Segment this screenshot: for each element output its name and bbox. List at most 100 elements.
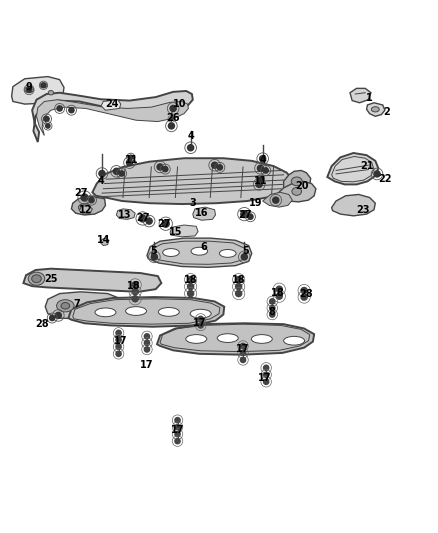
Polygon shape	[263, 192, 292, 207]
Circle shape	[162, 220, 169, 227]
Circle shape	[89, 198, 94, 203]
Circle shape	[187, 277, 194, 282]
Polygon shape	[71, 197, 106, 215]
Text: 18: 18	[232, 276, 245, 286]
Circle shape	[187, 290, 194, 297]
Circle shape	[258, 165, 264, 171]
Circle shape	[170, 106, 176, 111]
Circle shape	[44, 116, 49, 122]
Circle shape	[256, 181, 262, 188]
Circle shape	[119, 171, 124, 176]
Ellipse shape	[251, 335, 272, 343]
Circle shape	[157, 164, 163, 170]
Polygon shape	[147, 238, 252, 268]
Circle shape	[116, 337, 121, 343]
Circle shape	[187, 144, 194, 151]
Text: 27: 27	[238, 210, 252, 220]
Ellipse shape	[158, 308, 179, 316]
Circle shape	[187, 284, 194, 289]
Polygon shape	[193, 207, 215, 220]
Ellipse shape	[78, 204, 91, 212]
Circle shape	[57, 106, 62, 111]
Circle shape	[241, 254, 247, 260]
Circle shape	[240, 357, 246, 362]
Polygon shape	[36, 100, 188, 135]
Circle shape	[175, 417, 180, 423]
Text: 17: 17	[114, 336, 127, 346]
Text: 7: 7	[74, 298, 81, 309]
Text: 17: 17	[193, 318, 206, 328]
Text: 9: 9	[26, 82, 32, 92]
Ellipse shape	[57, 300, 74, 312]
Circle shape	[49, 316, 55, 321]
Text: 25: 25	[44, 274, 58, 284]
Circle shape	[162, 166, 168, 172]
Polygon shape	[117, 209, 135, 220]
Polygon shape	[92, 158, 292, 204]
Ellipse shape	[25, 87, 33, 93]
Circle shape	[146, 218, 152, 224]
Circle shape	[69, 108, 74, 113]
Circle shape	[132, 289, 138, 295]
Circle shape	[175, 425, 180, 430]
Circle shape	[260, 156, 266, 161]
Circle shape	[41, 83, 46, 87]
Circle shape	[264, 365, 269, 370]
Text: 11: 11	[254, 176, 267, 187]
Text: 17: 17	[140, 360, 154, 370]
Text: 2: 2	[384, 107, 390, 117]
Polygon shape	[284, 171, 311, 192]
Text: 15: 15	[169, 227, 182, 237]
Circle shape	[145, 347, 150, 352]
Polygon shape	[79, 205, 92, 214]
Circle shape	[116, 330, 121, 335]
Circle shape	[217, 165, 223, 170]
Text: 20: 20	[295, 181, 309, 191]
Text: 4: 4	[187, 131, 194, 141]
Ellipse shape	[48, 91, 53, 95]
Circle shape	[145, 340, 150, 345]
Polygon shape	[278, 181, 316, 202]
Polygon shape	[350, 88, 371, 103]
Ellipse shape	[291, 177, 302, 185]
Text: 27: 27	[158, 219, 171, 229]
Text: 1: 1	[366, 93, 373, 103]
Polygon shape	[100, 238, 109, 246]
Circle shape	[258, 177, 263, 181]
Circle shape	[116, 351, 121, 357]
Circle shape	[241, 211, 248, 217]
Polygon shape	[23, 269, 161, 292]
Polygon shape	[170, 225, 198, 237]
Ellipse shape	[126, 306, 147, 316]
Text: 16: 16	[195, 208, 208, 218]
Text: 6: 6	[200, 242, 207, 252]
Circle shape	[374, 171, 380, 177]
Circle shape	[264, 379, 269, 384]
Circle shape	[301, 294, 307, 300]
Polygon shape	[32, 91, 193, 142]
Text: 17: 17	[236, 344, 250, 354]
Text: 18: 18	[127, 281, 141, 291]
Text: 8: 8	[268, 308, 275, 317]
Circle shape	[132, 296, 138, 302]
Circle shape	[132, 282, 138, 288]
Circle shape	[198, 323, 203, 328]
Text: 26: 26	[166, 113, 180, 123]
Ellipse shape	[217, 334, 238, 343]
Text: 18: 18	[184, 276, 198, 286]
Circle shape	[139, 215, 146, 222]
Text: 13: 13	[118, 210, 132, 220]
Ellipse shape	[32, 275, 41, 282]
Circle shape	[81, 194, 88, 201]
Text: 28: 28	[35, 319, 49, 329]
Circle shape	[236, 290, 242, 297]
Text: 4: 4	[98, 176, 105, 187]
Text: 17: 17	[171, 425, 184, 435]
Text: 4: 4	[259, 155, 266, 165]
Text: 17: 17	[258, 373, 272, 383]
Text: 21: 21	[361, 161, 374, 171]
Text: 5: 5	[150, 246, 157, 256]
Text: 24: 24	[105, 99, 119, 109]
Ellipse shape	[95, 308, 116, 317]
Circle shape	[127, 159, 133, 166]
